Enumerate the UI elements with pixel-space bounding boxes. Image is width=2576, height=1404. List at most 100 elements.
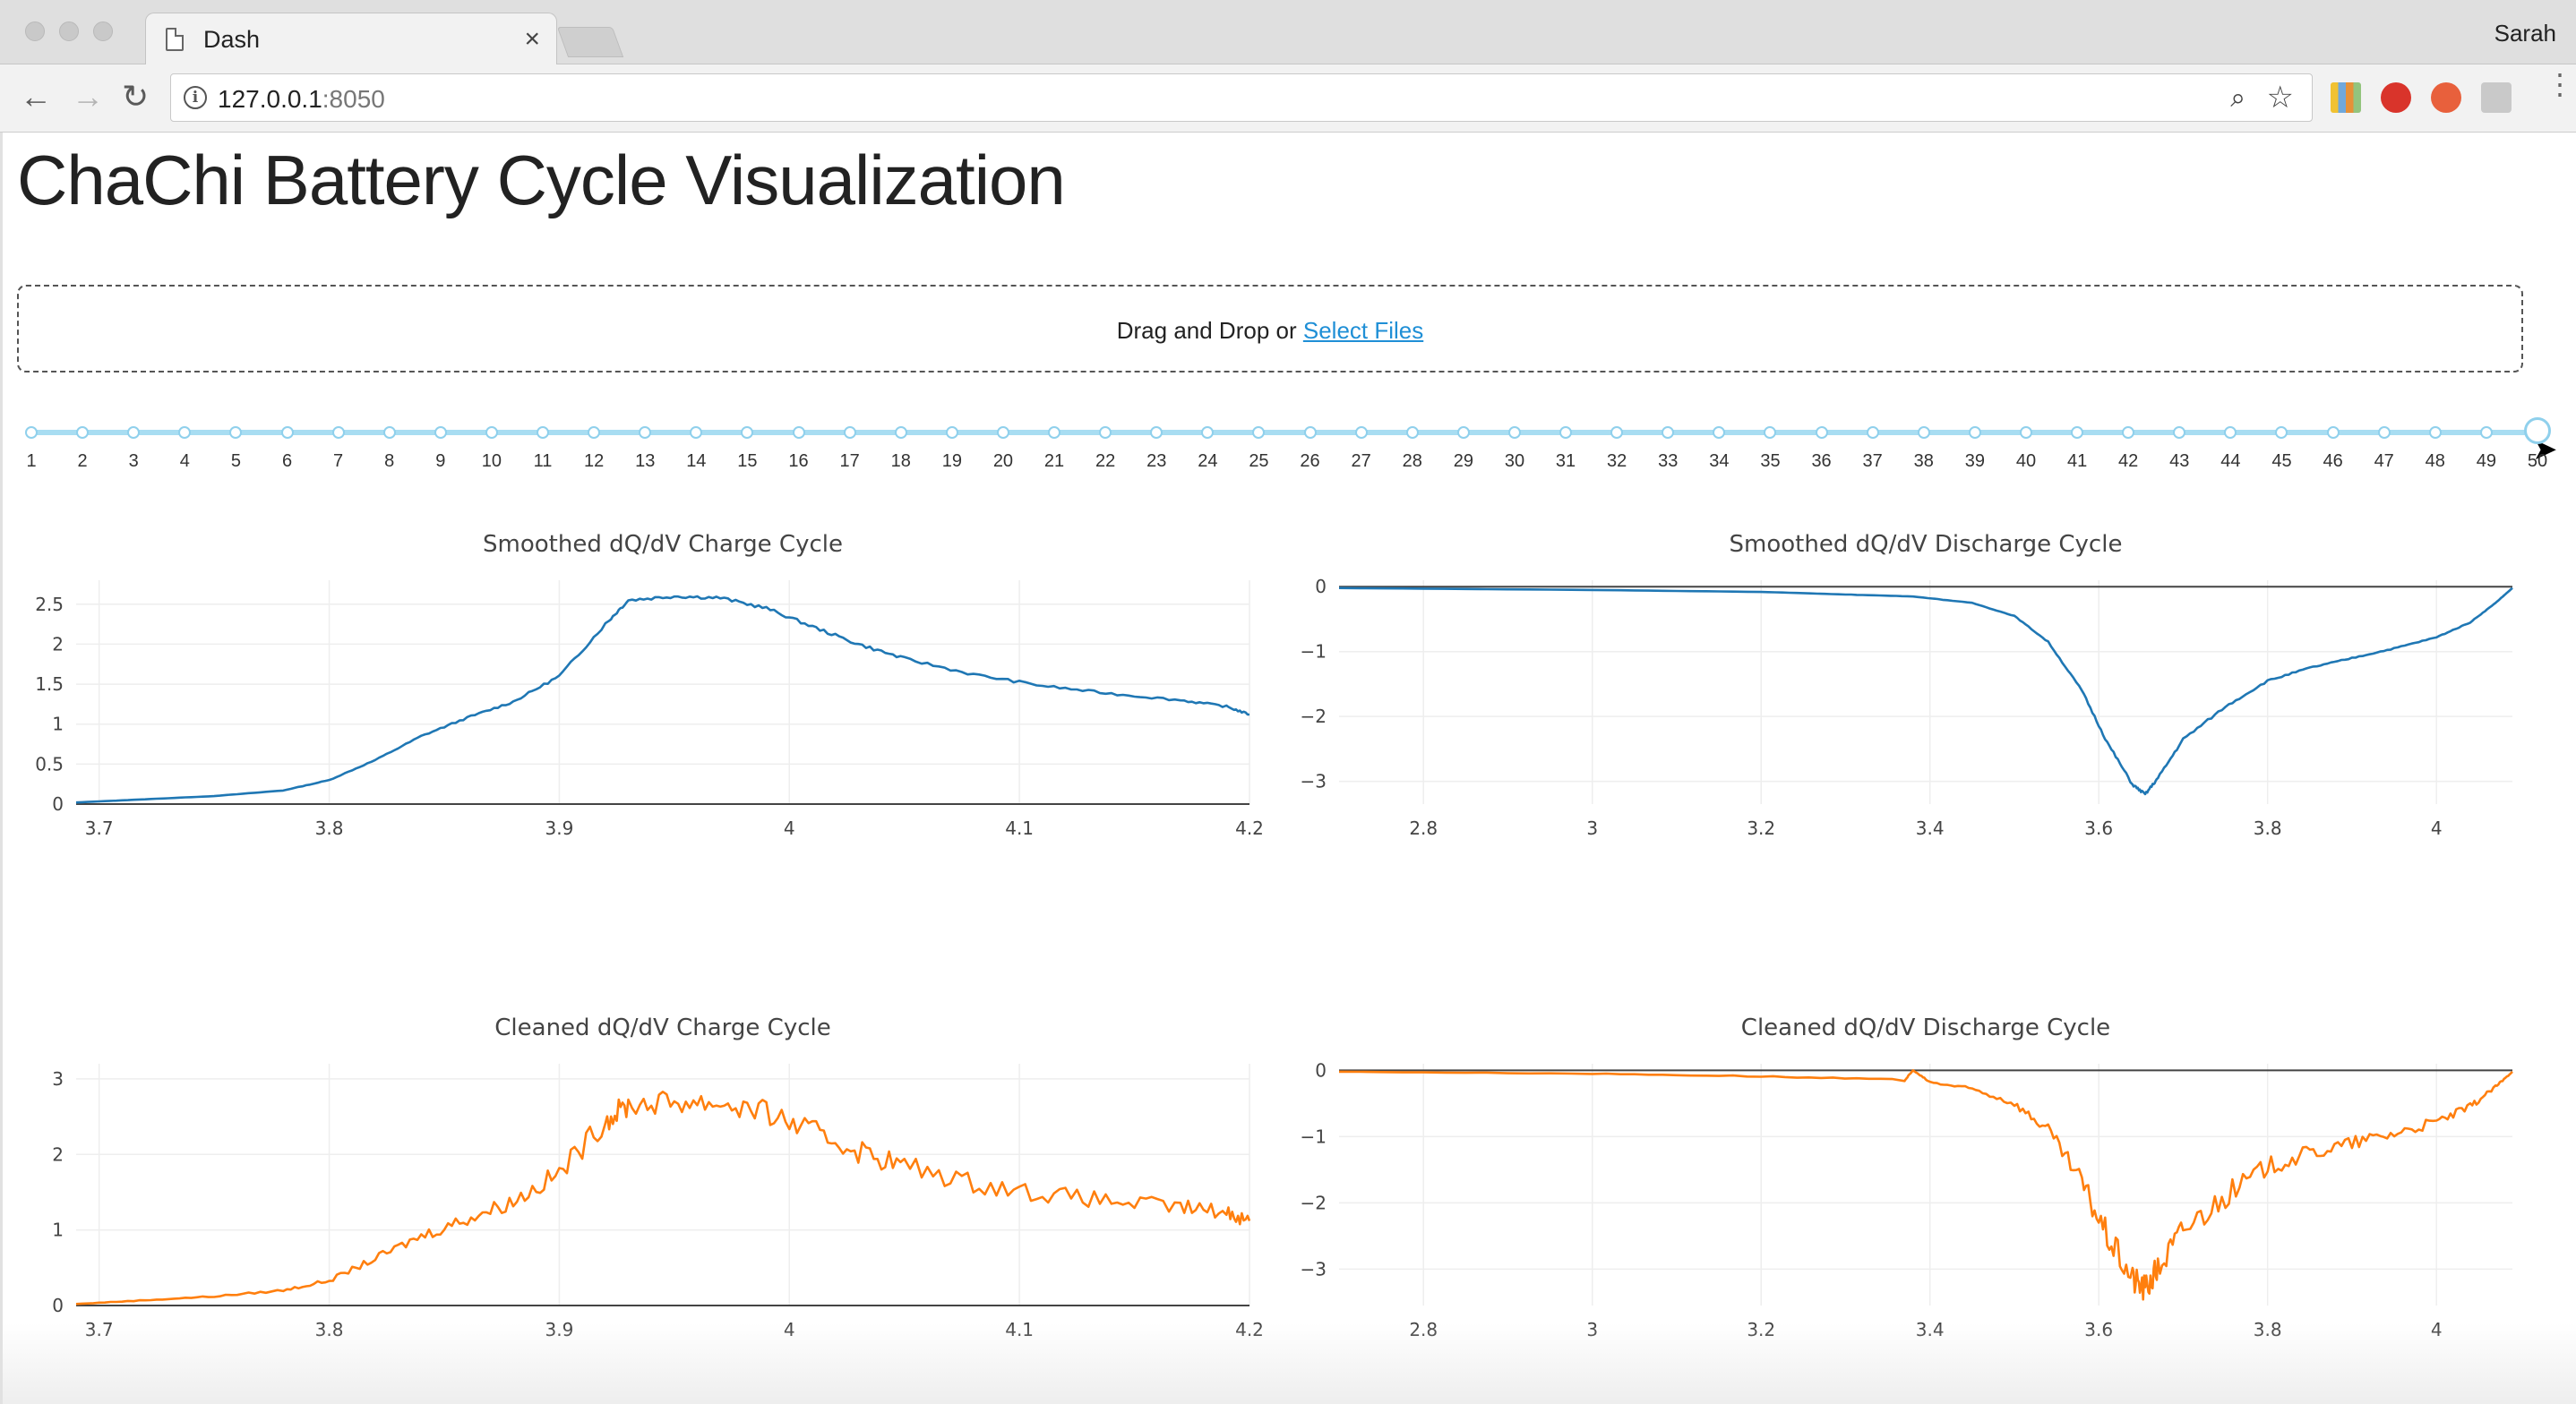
minimize-window-icon[interactable] [59, 21, 79, 41]
slider-mark-dot[interactable] [1713, 426, 1726, 439]
slider-mark-dot[interactable] [1610, 426, 1624, 439]
slider-mark-label[interactable]: 4 [179, 451, 190, 471]
slider-mark-dot[interactable] [792, 426, 805, 439]
slider-mark-dot[interactable] [1662, 426, 1675, 439]
cleaned-discharge-chart[interactable]: Cleaned dQ/dV Discharge Cycle 2.8 3 3.2 3.4 3… [1284, 1010, 2529, 1355]
slider-mark-dot[interactable] [229, 426, 243, 439]
forward-icon[interactable]: → [72, 78, 104, 115]
slider-mark-dot[interactable] [178, 426, 192, 439]
slider-mark-label[interactable]: 49 [2476, 451, 2497, 471]
browser-tab[interactable]: Dash × [145, 13, 557, 64]
slider-mark-label[interactable]: 10 [481, 451, 502, 471]
slider-mark-label[interactable]: 16 [788, 451, 809, 471]
slider-mark-label[interactable]: 45 [2271, 451, 2292, 471]
slider-mark-label[interactable]: 20 [992, 451, 1014, 471]
slider-mark-label[interactable]: 11 [533, 451, 553, 471]
slider-mark-label[interactable]: 13 [635, 451, 656, 471]
slider-mark-label[interactable]: 3 [128, 451, 139, 471]
slider-mark-label[interactable]: 5 [230, 451, 241, 471]
slider-mark-label[interactable]: 46 [2323, 451, 2343, 471]
slider-mark-label[interactable]: 8 [384, 451, 395, 471]
slider-mark-label[interactable]: 15 [737, 451, 758, 471]
back-icon[interactable]: ← [20, 78, 52, 115]
slider-mark-dot[interactable] [639, 426, 652, 439]
slider-mark-dot[interactable] [2071, 426, 2084, 439]
slider-mark-label[interactable]: 47 [2374, 451, 2394, 471]
slider-mark-dot[interactable] [1048, 426, 1061, 439]
slider-mark-label[interactable]: 48 [2425, 451, 2445, 471]
slider-mark-label[interactable]: 29 [1453, 451, 1473, 471]
slider-mark-dot[interactable] [1507, 426, 1521, 439]
slider-mark-dot[interactable] [1917, 426, 1930, 439]
slider-mark-dot[interactable] [2275, 426, 2288, 439]
slider-mark-dot[interactable] [485, 426, 498, 439]
slider-mark-label[interactable]: 35 [1760, 451, 1781, 471]
slider-mark-label[interactable]: 41 [2066, 451, 2088, 471]
extension-library-icon[interactable] [2331, 82, 2361, 113]
slider-mark-label[interactable]: 19 [941, 451, 962, 471]
slider-mark-dot[interactable] [2428, 426, 2442, 439]
adblock-icon[interactable] [2381, 82, 2411, 113]
smoothed-charge-chart[interactable]: Smoothed dQ/dV Charge Cycle 3.7 3.8 3.9 4 4.1… [21, 526, 1266, 853]
new-tab-button[interactable] [556, 27, 624, 57]
slider-mark-dot[interactable] [741, 426, 754, 439]
select-files-link[interactable]: Select Files [1302, 317, 1424, 344]
slider-mark-label[interactable]: 40 [2015, 451, 2037, 471]
slider-mark-dot[interactable] [1201, 426, 1215, 439]
slider-mark-dot[interactable] [945, 426, 958, 439]
slider-mark-dot[interactable] [1150, 426, 1163, 439]
close-window-icon[interactable] [25, 21, 45, 41]
slider-mark-dot[interactable] [1815, 426, 1828, 439]
slider-mark-label[interactable]: 37 [1862, 451, 1883, 471]
file-upload-dropzone[interactable]: Drag and Drop or Select Files [17, 285, 2523, 372]
url-text[interactable]: 127.0.0.1:8050 [218, 85, 385, 113]
slider-mark-label[interactable]: 23 [1146, 451, 1167, 471]
slider-mark-dot[interactable] [434, 426, 447, 439]
slider-mark-dot[interactable] [1354, 426, 1368, 439]
slider-mark-dot[interactable] [2326, 426, 2340, 439]
slider-mark-dot[interactable] [382, 426, 396, 439]
reload-icon[interactable]: ↻ [122, 78, 150, 115]
extension-puzzle-icon[interactable] [2481, 82, 2512, 113]
slider-mark-dot[interactable] [843, 426, 856, 439]
slider-mark-dot[interactable] [1099, 426, 1112, 439]
slider-mark-dot[interactable] [2019, 426, 2032, 439]
slider-mark-label[interactable]: 32 [1607, 451, 1627, 471]
info-icon[interactable]: i [184, 86, 207, 109]
slider-mark-dot[interactable] [25, 426, 38, 439]
slider-mark-label[interactable]: 22 [1095, 451, 1116, 471]
slider-mark-label[interactable]: 2 [77, 451, 88, 471]
slider-mark-dot[interactable] [996, 426, 1009, 439]
slider-mark-label[interactable]: 42 [2118, 451, 2139, 471]
slider-mark-label[interactable]: 30 [1504, 451, 1525, 471]
slider-mark-dot[interactable] [1866, 426, 1879, 439]
slider-mark-label[interactable]: 33 [1658, 451, 1679, 471]
slider-mark-dot[interactable] [331, 426, 345, 439]
slider-mark-dot[interactable] [1456, 426, 1470, 439]
slider-mark-dot[interactable] [280, 426, 294, 439]
slider-mark-dot[interactable] [76, 426, 90, 439]
slider-mark-label[interactable]: 18 [890, 451, 911, 471]
slider-mark-label[interactable]: 31 [1555, 451, 1576, 471]
slider-mark-label[interactable]: 44 [2220, 451, 2241, 471]
slider-mark-dot[interactable] [1405, 426, 1419, 439]
slider-mark-label[interactable]: 27 [1351, 451, 1371, 471]
maximize-window-icon[interactable] [93, 21, 113, 41]
address-bar[interactable]: i 127.0.0.1:8050 ⌕ ☆ [170, 73, 2313, 122]
slider-mark-label[interactable]: 28 [1402, 451, 1422, 471]
smoothed-discharge-chart[interactable]: Smoothed dQ/dV Discharge Cycle 2.8 3 3.2 3.4… [1284, 526, 2529, 853]
slider-mark-label[interactable]: 25 [1249, 451, 1269, 471]
slider-mark-label[interactable]: 24 [1198, 451, 1218, 471]
slider-mark-label[interactable]: 17 [839, 451, 860, 471]
slider-mark-dot[interactable] [127, 426, 141, 439]
slider-mark-dot[interactable] [1559, 426, 1573, 439]
slider-mark-label[interactable]: 21 [1043, 451, 1065, 471]
menu-icon[interactable]: ⋮ [2546, 68, 2574, 100]
slider-mark-label[interactable]: 12 [583, 451, 605, 471]
slider-mark-label[interactable]: 9 [435, 451, 446, 471]
slider-mark-label[interactable]: 7 [333, 451, 344, 471]
extension-shield-icon[interactable] [2431, 82, 2461, 113]
slider-mark-dot[interactable] [588, 426, 601, 439]
close-tab-icon[interactable]: × [524, 24, 540, 54]
slider-mark-dot[interactable] [2377, 426, 2391, 439]
